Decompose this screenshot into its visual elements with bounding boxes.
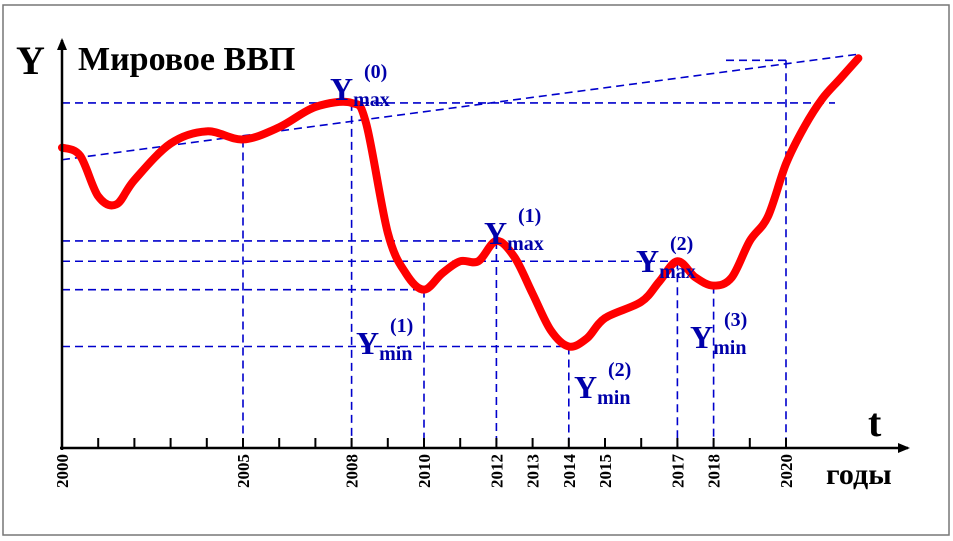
extremum-label: Ymin xyxy=(356,325,412,365)
y-axis-title: Мировое ВВП xyxy=(78,41,295,78)
extremum-index: (3) xyxy=(724,309,747,331)
trend-line xyxy=(61,53,859,161)
extremum-index: (0) xyxy=(364,61,387,83)
guide-lines xyxy=(62,59,835,448)
x-tick-label: 2018 xyxy=(705,454,724,488)
x-tick-label: 2000 xyxy=(53,454,72,488)
extremum-label: Ymin xyxy=(690,319,746,359)
x-tick-label: 2020 xyxy=(777,454,796,488)
extremum-label: Ymax xyxy=(636,243,696,283)
outer-frame xyxy=(2,4,950,536)
x-tick-label: 2013 xyxy=(524,454,543,488)
x-tick-label: 2005 xyxy=(234,454,253,488)
x-ticks: 2000 2005 2008 2010 2012 2013 2014 2015 2017 2018… xyxy=(53,438,796,488)
x-tick-label: 2017 xyxy=(668,454,687,489)
gdp-curve xyxy=(58,54,863,351)
extremum-index: (2) xyxy=(608,359,631,381)
x-tick-label: 2014 xyxy=(560,454,579,489)
gdp-line xyxy=(58,54,863,351)
x-tick-label: 2015 xyxy=(596,454,615,488)
y-axis-symbol: Y xyxy=(16,38,45,83)
trend-line-segment xyxy=(61,53,859,161)
x-tick-label: 2010 xyxy=(415,454,434,488)
extremum-label: Ymax xyxy=(330,71,390,111)
x-tick-label: 2008 xyxy=(343,454,362,488)
extremum-index: (1) xyxy=(390,315,413,337)
x-tick-label: 2012 xyxy=(487,454,506,488)
extremum-labels: Ymax(0)Ymax(1)Ymax(2)Ymin(1)Ymin(2)Ymin(… xyxy=(330,61,747,409)
t-axis-symbol: t xyxy=(868,400,882,445)
extremum-label: Ymax xyxy=(484,215,544,255)
extremum-index: (2) xyxy=(670,233,693,255)
extremum-index: (1) xyxy=(518,205,541,227)
extremum-label: Ymin xyxy=(574,369,630,409)
x-axis-unit: годы xyxy=(826,458,892,491)
